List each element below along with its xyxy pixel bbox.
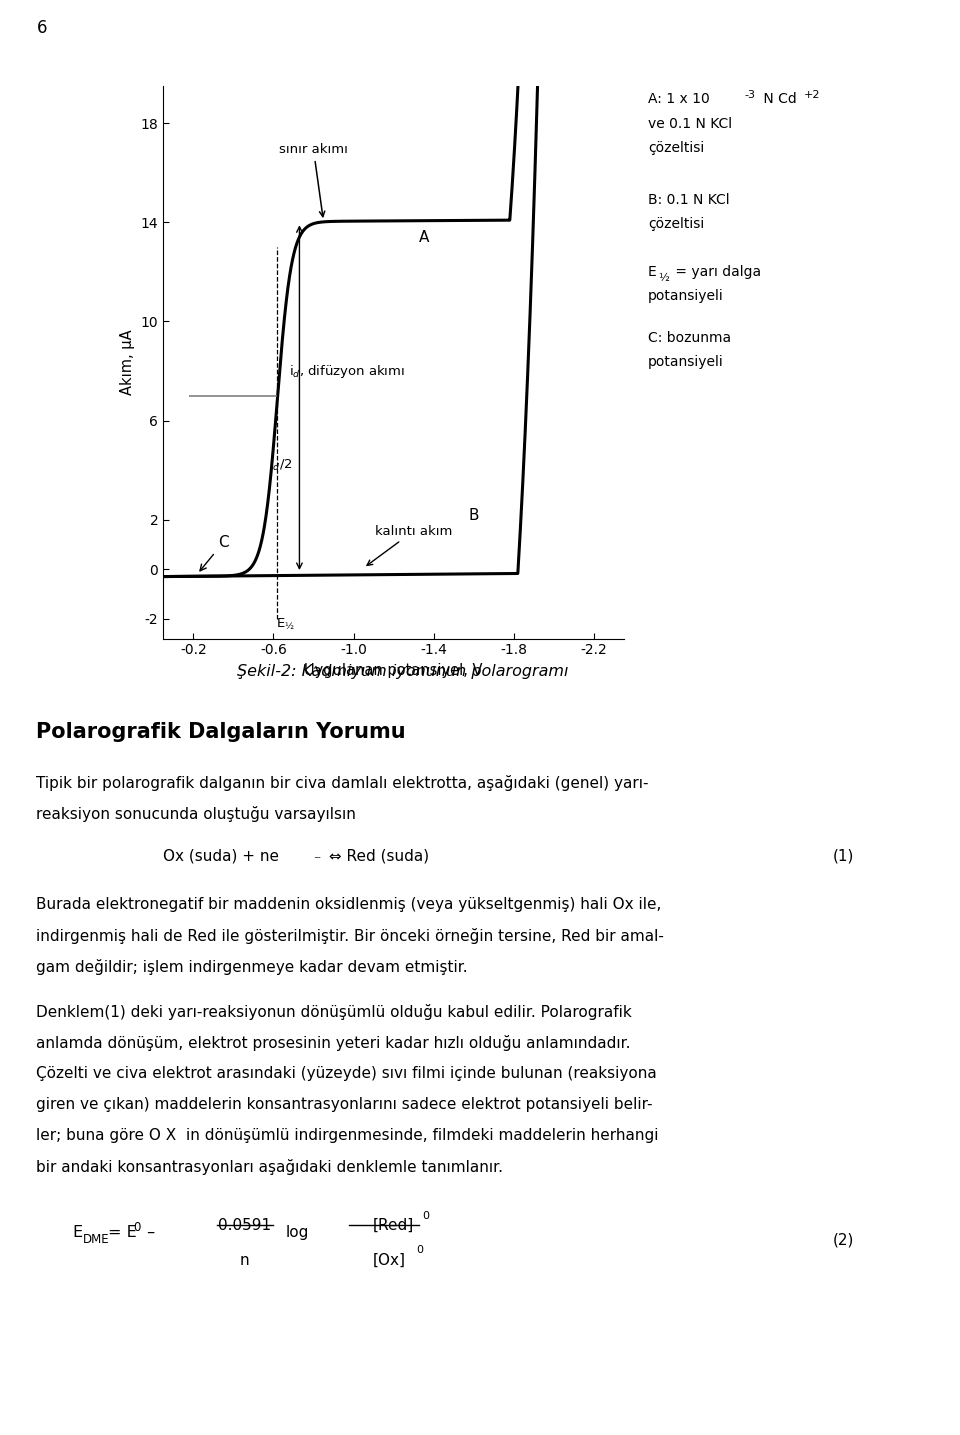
Text: [Ox]: [Ox] bbox=[372, 1253, 405, 1267]
Text: E: E bbox=[72, 1225, 83, 1240]
Text: log: log bbox=[286, 1225, 309, 1240]
Text: potansiyeli: potansiyeli bbox=[648, 288, 724, 303]
Text: Şekil-2: Kadmiyum iyonunun polarogramı: Şekil-2: Kadmiyum iyonunun polarogramı bbox=[237, 664, 569, 679]
Text: Burada elektronegatif bir maddenin oksidlenmiş (veya yükseltgenmiş) hali Ox ile,: Burada elektronegatif bir maddenin oksid… bbox=[36, 897, 661, 913]
Text: E$_{½}$: E$_{½}$ bbox=[276, 616, 295, 631]
Text: (2): (2) bbox=[833, 1233, 854, 1247]
Text: A: A bbox=[419, 230, 429, 245]
Y-axis label: Akım, μA: Akım, μA bbox=[120, 330, 135, 395]
Text: i$_d$/2: i$_d$/2 bbox=[270, 458, 293, 474]
Text: +2: +2 bbox=[804, 89, 820, 99]
Text: kalıntı akım: kalıntı akım bbox=[367, 525, 452, 565]
Text: 0: 0 bbox=[133, 1221, 141, 1234]
Text: n: n bbox=[240, 1253, 250, 1267]
Text: 6: 6 bbox=[36, 19, 47, 37]
Text: = E: = E bbox=[108, 1225, 137, 1240]
Text: C: bozunma: C: bozunma bbox=[648, 330, 732, 344]
Text: 0: 0 bbox=[422, 1211, 429, 1221]
Text: (1): (1) bbox=[833, 848, 854, 862]
Text: çözeltisi: çözeltisi bbox=[648, 141, 705, 155]
Text: bir andaki konsantrasyonları aşağıdaki denklemle tanımlanır.: bir andaki konsantrasyonları aşağıdaki d… bbox=[36, 1158, 503, 1175]
Text: reaksiyon sonucunda oluştuğu varsayılsın: reaksiyon sonucunda oluştuğu varsayılsın bbox=[36, 806, 356, 822]
Text: Çözelti ve civa elektrot arasındaki (yüzeyde) sıvı filmi içinde bulunan (reaksiy: Çözelti ve civa elektrot arasındaki (yüz… bbox=[36, 1066, 658, 1081]
Text: ⇔ Red (suda): ⇔ Red (suda) bbox=[324, 848, 430, 862]
Text: sınır akımı: sınır akımı bbox=[279, 144, 348, 217]
Text: DME: DME bbox=[83, 1233, 109, 1246]
X-axis label: Uygulanan potansiyel, V: Uygulanan potansiyel, V bbox=[304, 663, 483, 677]
Text: ½: ½ bbox=[659, 273, 669, 283]
Text: [Red]: [Red] bbox=[372, 1218, 414, 1233]
Text: = yarı dalga: = yarı dalga bbox=[671, 264, 761, 278]
Text: ler; buna göre O X  in dönüşümlü indirgenmesinde, filmdeki maddelerin herhangi: ler; buna göre O X in dönüşümlü indirgen… bbox=[36, 1128, 659, 1142]
Text: B: B bbox=[468, 508, 479, 522]
Text: ⁻: ⁻ bbox=[313, 854, 321, 868]
Text: A: 1 x 10: A: 1 x 10 bbox=[648, 92, 709, 106]
Text: N Cd: N Cd bbox=[759, 92, 797, 106]
Text: ve 0.1 N KCl: ve 0.1 N KCl bbox=[648, 116, 732, 131]
Text: indirgenmiş hali de Red ile gösterilmiştir. Bir önceki örneğin tersine, Red bir : indirgenmiş hali de Red ile gösterilmişt… bbox=[36, 928, 664, 944]
Text: Denklem(1) deki yarı-reaksiyonun dönüşümlü olduğu kabul edilir. Polarografik: Denklem(1) deki yarı-reaksiyonun dönüşüm… bbox=[36, 1004, 633, 1020]
Text: gam değildir; işlem indirgenmeye kadar devam etmiştir.: gam değildir; işlem indirgenmeye kadar d… bbox=[36, 959, 468, 976]
Text: Tipik bir polarografik dalganın bir civa damlalı elektrotta, aşağıdaki (genel) y: Tipik bir polarografik dalganın bir civa… bbox=[36, 775, 649, 791]
Text: giren ve çıkan) maddelerin konsantrasyonlarını sadece elektrot potansiyeli belir: giren ve çıkan) maddelerin konsantrasyon… bbox=[36, 1096, 653, 1112]
Text: anlamda dönüşüm, elektrot prosesinin yeteri kadar hızlı olduğu anlamındadır.: anlamda dönüşüm, elektrot prosesinin yet… bbox=[36, 1035, 631, 1052]
Text: potansiyeli: potansiyeli bbox=[648, 354, 724, 369]
Text: E: E bbox=[648, 264, 657, 278]
Text: çözeltisi: çözeltisi bbox=[648, 217, 705, 231]
Text: –: – bbox=[142, 1225, 156, 1240]
Text: Polarografik Dalgaların Yorumu: Polarografik Dalgaların Yorumu bbox=[36, 722, 406, 742]
Text: -3: -3 bbox=[744, 89, 755, 99]
Text: i$_d$, difüzyon akımı: i$_d$, difüzyon akımı bbox=[289, 363, 405, 379]
Text: C: C bbox=[200, 535, 228, 571]
Text: Ox (suda) + ne: Ox (suda) + ne bbox=[163, 848, 279, 862]
Text: 0: 0 bbox=[417, 1246, 423, 1256]
Text: B: 0.1 N KCl: B: 0.1 N KCl bbox=[648, 192, 730, 207]
Text: 0.0591: 0.0591 bbox=[218, 1218, 272, 1233]
